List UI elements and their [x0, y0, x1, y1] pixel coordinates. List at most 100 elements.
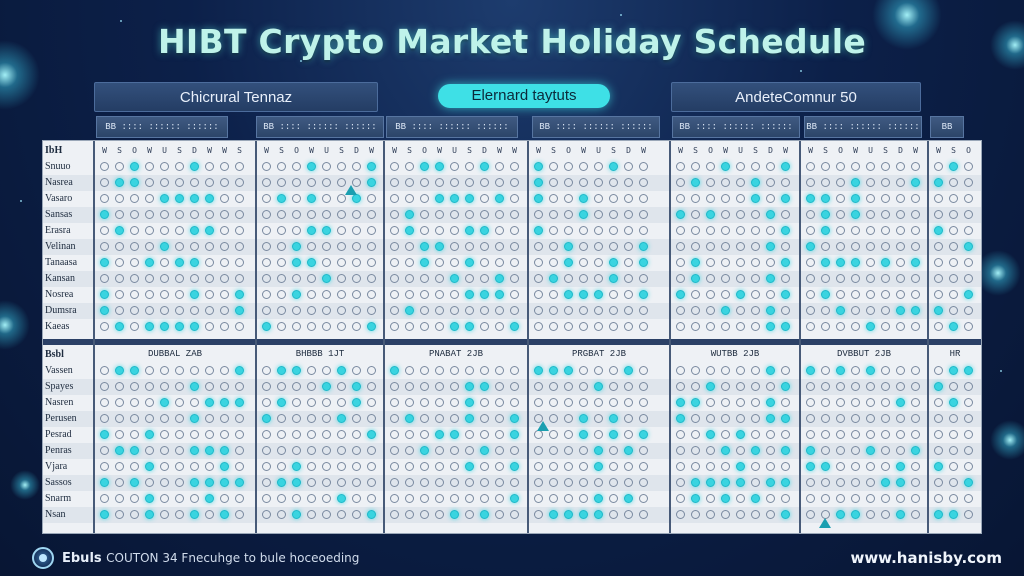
day-cell[interactable] — [751, 366, 760, 375]
day-cell[interactable] — [160, 274, 169, 283]
day-cell[interactable] — [836, 274, 845, 283]
day-cell[interactable] — [205, 210, 214, 219]
day-cell[interactable] — [145, 322, 154, 331]
day-cell[interactable] — [190, 306, 199, 315]
day-cell[interactable] — [881, 494, 890, 503]
day-cell[interactable] — [691, 398, 700, 407]
day-cell[interactable] — [307, 446, 316, 455]
day-cell[interactable] — [866, 322, 875, 331]
day-cell[interactable] — [390, 178, 399, 187]
day-cell[interactable] — [691, 178, 700, 187]
day-cell[interactable] — [130, 258, 139, 267]
day-cell[interactable] — [420, 178, 429, 187]
day-cell[interactable] — [510, 162, 519, 171]
day-cell[interactable] — [175, 162, 184, 171]
day-cell[interactable] — [721, 510, 730, 519]
day-cell[interactable] — [405, 414, 414, 423]
day-cell[interactable] — [781, 258, 790, 267]
day-cell[interactable] — [337, 194, 346, 203]
day-cell[interactable] — [480, 162, 489, 171]
day-cell[interactable] — [751, 242, 760, 251]
day-cell[interactable] — [405, 306, 414, 315]
day-cell[interactable] — [337, 322, 346, 331]
day-cell[interactable] — [609, 478, 618, 487]
day-cell[interactable] — [964, 414, 973, 423]
day-cell[interactable] — [175, 510, 184, 519]
day-cell[interactable] — [190, 366, 199, 375]
day-cell[interactable] — [352, 430, 361, 439]
day-cell[interactable] — [352, 446, 361, 455]
day-cell[interactable] — [579, 430, 588, 439]
day-cell[interactable] — [881, 430, 890, 439]
day-cell[interactable] — [450, 274, 459, 283]
day-cell[interactable] — [115, 382, 124, 391]
day-cell[interactable] — [235, 210, 244, 219]
day-cell[interactable] — [262, 178, 271, 187]
day-cell[interactable] — [721, 430, 730, 439]
day-cell[interactable] — [751, 322, 760, 331]
day-cell[interactable] — [949, 414, 958, 423]
day-cell[interactable] — [896, 258, 905, 267]
day-cell[interactable] — [691, 210, 700, 219]
day-cell[interactable] — [639, 178, 648, 187]
day-cell[interactable] — [549, 226, 558, 235]
day-cell[interactable] — [115, 274, 124, 283]
day-cell[interactable] — [420, 446, 429, 455]
day-cell[interactable] — [235, 494, 244, 503]
day-cell[interactable] — [624, 430, 633, 439]
day-cell[interactable] — [262, 322, 271, 331]
day-cell[interactable] — [766, 290, 775, 299]
day-cell[interactable] — [277, 274, 286, 283]
day-cell[interactable] — [549, 478, 558, 487]
day-cell[interactable] — [465, 414, 474, 423]
day-cell[interactable] — [866, 478, 875, 487]
day-cell[interactable] — [579, 178, 588, 187]
day-cell[interactable] — [594, 430, 603, 439]
day-cell[interactable] — [564, 430, 573, 439]
day-cell[interactable] — [866, 446, 875, 455]
day-cell[interactable] — [435, 398, 444, 407]
day-cell[interactable] — [579, 306, 588, 315]
day-cell[interactable] — [465, 462, 474, 471]
day-cell[interactable] — [751, 510, 760, 519]
day-cell[interactable] — [292, 194, 301, 203]
day-cell[interactable] — [549, 306, 558, 315]
day-cell[interactable] — [220, 274, 229, 283]
day-cell[interactable] — [390, 226, 399, 235]
day-cell[interactable] — [235, 290, 244, 299]
day-cell[interactable] — [896, 162, 905, 171]
day-cell[interactable] — [624, 210, 633, 219]
day-cell[interactable] — [480, 210, 489, 219]
day-cell[interactable] — [495, 430, 504, 439]
day-cell[interactable] — [564, 290, 573, 299]
day-cell[interactable] — [534, 322, 543, 331]
day-cell[interactable] — [235, 478, 244, 487]
day-cell[interactable] — [160, 178, 169, 187]
day-cell[interactable] — [495, 178, 504, 187]
day-cell[interactable] — [100, 210, 109, 219]
day-cell[interactable] — [579, 162, 588, 171]
day-cell[interactable] — [851, 178, 860, 187]
day-cell[interactable] — [450, 462, 459, 471]
day-cell[interactable] — [130, 430, 139, 439]
day-cell[interactable] — [624, 290, 633, 299]
day-cell[interactable] — [896, 446, 905, 455]
day-cell[interactable] — [639, 226, 648, 235]
day-cell[interactable] — [781, 478, 790, 487]
day-cell[interactable] — [465, 210, 474, 219]
day-cell[interactable] — [934, 322, 943, 331]
day-cell[interactable] — [435, 194, 444, 203]
day-cell[interactable] — [736, 274, 745, 283]
day-cell[interactable] — [836, 494, 845, 503]
day-cell[interactable] — [836, 178, 845, 187]
day-cell[interactable] — [896, 242, 905, 251]
day-cell[interactable] — [564, 462, 573, 471]
day-cell[interactable] — [435, 494, 444, 503]
day-cell[interactable] — [262, 210, 271, 219]
day-cell[interactable] — [964, 210, 973, 219]
day-cell[interactable] — [911, 510, 920, 519]
day-cell[interactable] — [836, 290, 845, 299]
day-cell[interactable] — [220, 306, 229, 315]
day-cell[interactable] — [911, 494, 920, 503]
day-cell[interactable] — [881, 322, 890, 331]
